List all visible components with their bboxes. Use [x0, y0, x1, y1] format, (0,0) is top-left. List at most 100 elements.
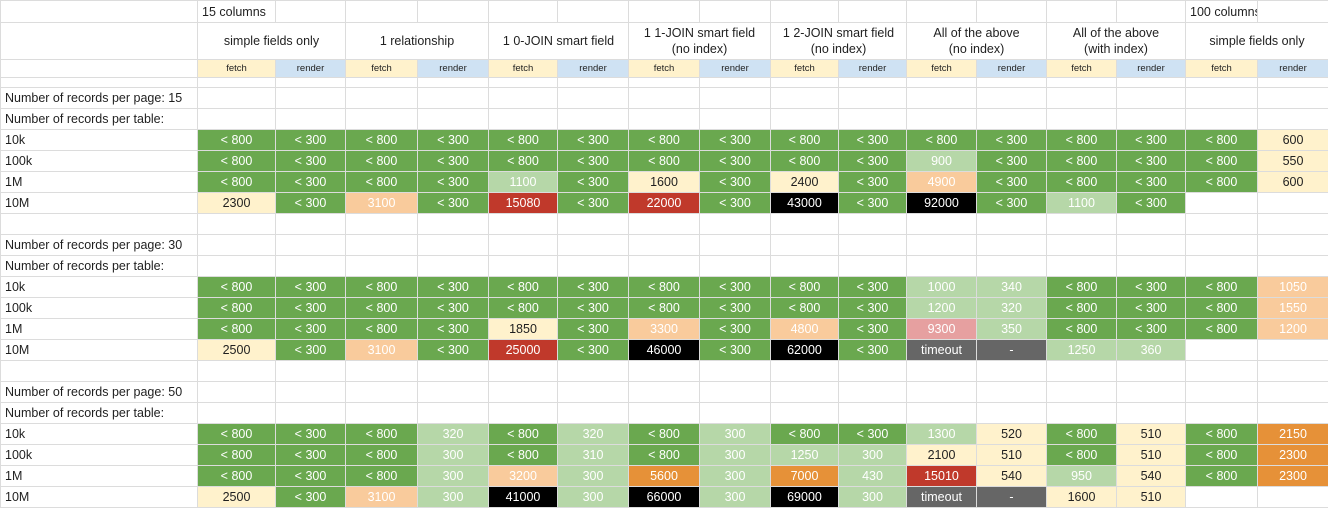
empty-cell[interactable]	[1185, 108, 1258, 130]
empty-cell[interactable]	[906, 255, 977, 277]
value-cell[interactable]: 1200	[906, 297, 977, 319]
value-cell[interactable]: 4800	[770, 318, 839, 340]
value-cell[interactable]: < 300	[557, 276, 629, 298]
empty-cell[interactable]	[197, 77, 276, 88]
value-cell[interactable]: 1600	[1046, 486, 1117, 508]
value-cell[interactable]: < 800	[1185, 465, 1258, 487]
empty-cell[interactable]	[976, 402, 1047, 424]
value-cell[interactable]: 1000	[906, 276, 977, 298]
value-cell[interactable]: < 300	[275, 297, 346, 319]
empty-cell[interactable]	[345, 108, 418, 130]
value-cell[interactable]: < 800	[1185, 171, 1258, 193]
empty-cell[interactable]	[1046, 0, 1117, 23]
render-label[interactable]: render	[699, 59, 771, 78]
empty-cell[interactable]	[770, 381, 839, 403]
empty-cell[interactable]	[838, 360, 907, 382]
scenario-header[interactable]: simple fields only	[1185, 22, 1328, 60]
value-cell[interactable]: 3100	[345, 192, 418, 214]
value-cell[interactable]: < 300	[557, 192, 629, 214]
value-cell[interactable]: 2150	[1257, 423, 1328, 445]
empty-cell[interactable]	[1257, 213, 1328, 235]
scenario-header[interactable]: All of the above (with index)	[1046, 22, 1186, 60]
empty-cell[interactable]	[976, 255, 1047, 277]
empty-cell[interactable]	[197, 255, 276, 277]
value-cell[interactable]: < 300	[275, 171, 346, 193]
section-title[interactable]: Number of records per page: 50	[0, 381, 198, 403]
value-cell[interactable]: < 800	[345, 297, 418, 319]
value-cell[interactable]: 900	[906, 150, 977, 172]
empty-cell[interactable]	[557, 0, 629, 23]
value-cell[interactable]: < 800	[197, 318, 276, 340]
empty-cell[interactable]	[628, 108, 700, 130]
empty-cell[interactable]	[557, 402, 629, 424]
value-cell[interactable]: 1850	[488, 318, 558, 340]
empty-cell[interactable]	[197, 402, 276, 424]
empty-cell[interactable]	[557, 234, 629, 256]
value-cell[interactable]: 950	[1046, 465, 1117, 487]
fetch-label[interactable]: fetch	[345, 59, 418, 78]
value-cell[interactable]: < 800	[628, 423, 700, 445]
empty-cell[interactable]	[197, 87, 276, 109]
empty-cell[interactable]	[770, 77, 839, 88]
empty-cell[interactable]	[628, 87, 700, 109]
value-cell[interactable]: 92000	[906, 192, 977, 214]
empty-cell[interactable]	[417, 0, 489, 23]
empty-cell[interactable]	[1046, 402, 1117, 424]
value-cell[interactable]: 1300	[906, 423, 977, 445]
empty-cell[interactable]	[417, 255, 489, 277]
value-cell[interactable]: 1550	[1257, 297, 1328, 319]
value-cell[interactable]: 2500	[197, 339, 276, 361]
scenario-header[interactable]: 1 0-JOIN smart field	[488, 22, 629, 60]
empty-cell[interactable]	[488, 77, 558, 88]
empty-cell[interactable]	[906, 87, 977, 109]
section-subtitle[interactable]: Number of records per table:	[0, 402, 198, 424]
empty-cell[interactable]	[699, 255, 771, 277]
empty-cell[interactable]	[1257, 77, 1328, 88]
empty-cell[interactable]	[628, 0, 700, 23]
value-cell[interactable]: 2300	[197, 192, 276, 214]
row-label[interactable]: 10M	[0, 486, 198, 508]
value-cell[interactable]: < 800	[345, 276, 418, 298]
empty-cell[interactable]	[976, 213, 1047, 235]
value-cell[interactable]: 300	[557, 465, 629, 487]
value-cell[interactable]: < 300	[976, 129, 1047, 151]
empty-cell[interactable]	[906, 213, 977, 235]
empty-cell[interactable]	[275, 213, 346, 235]
empty-cell[interactable]	[197, 108, 276, 130]
value-cell[interactable]: -	[976, 339, 1047, 361]
value-cell[interactable]	[1185, 192, 1258, 214]
value-cell[interactable]: < 800	[1046, 171, 1117, 193]
value-cell[interactable]: 600	[1257, 129, 1328, 151]
value-cell[interactable]: 300	[699, 465, 771, 487]
value-cell[interactable]: 3100	[345, 339, 418, 361]
value-cell[interactable]: 1250	[770, 444, 839, 466]
value-cell[interactable]: < 300	[838, 297, 907, 319]
value-cell[interactable]: < 300	[699, 150, 771, 172]
value-cell[interactable]: < 800	[770, 276, 839, 298]
section-subtitle[interactable]: Number of records per table:	[0, 108, 198, 130]
value-cell[interactable]: < 300	[557, 150, 629, 172]
empty-cell[interactable]	[1116, 255, 1186, 277]
value-cell[interactable]: < 300	[275, 150, 346, 172]
fetch-label[interactable]: fetch	[1046, 59, 1117, 78]
empty-cell[interactable]	[1257, 381, 1328, 403]
empty-cell[interactable]	[770, 255, 839, 277]
value-cell[interactable]: < 800	[197, 171, 276, 193]
value-cell[interactable]: < 300	[1116, 171, 1186, 193]
empty-cell[interactable]	[1257, 255, 1328, 277]
empty-cell[interactable]	[1185, 402, 1258, 424]
render-label[interactable]: render	[417, 59, 489, 78]
value-cell[interactable]: < 300	[1116, 318, 1186, 340]
value-cell[interactable]: < 300	[557, 318, 629, 340]
value-cell[interactable]: 3100	[345, 486, 418, 508]
empty-cell[interactable]	[488, 360, 558, 382]
empty-cell[interactable]	[628, 255, 700, 277]
group-label-100-columns[interactable]: 100 columns	[1185, 0, 1258, 23]
empty-cell[interactable]	[345, 360, 418, 382]
fetch-label[interactable]: fetch	[197, 59, 276, 78]
empty-cell[interactable]	[906, 234, 977, 256]
empty-cell[interactable]	[345, 255, 418, 277]
value-cell[interactable]: < 300	[275, 129, 346, 151]
value-cell[interactable]: < 800	[488, 129, 558, 151]
empty-cell[interactable]	[488, 255, 558, 277]
